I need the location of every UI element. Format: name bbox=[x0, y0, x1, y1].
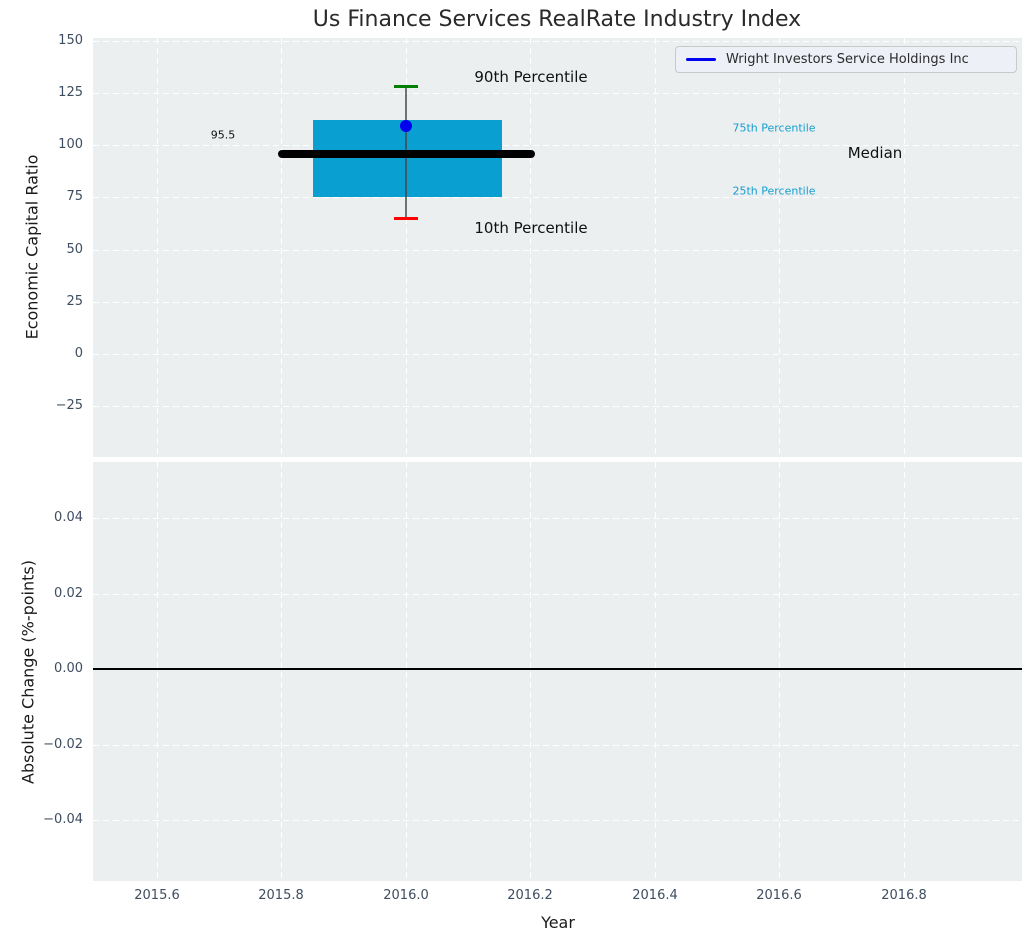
annotation-90th-percentile: 90th Percentile bbox=[474, 68, 588, 86]
median-line bbox=[278, 150, 535, 158]
gridline-vertical bbox=[904, 462, 905, 881]
xtick-label: 2016.0 bbox=[383, 888, 429, 903]
gridline-horizontal bbox=[93, 302, 1022, 303]
xtick-label: 2015.8 bbox=[258, 888, 304, 903]
percentile-box-25-75 bbox=[313, 120, 502, 197]
ytick-label: 25 bbox=[66, 294, 83, 309]
gridline-vertical bbox=[406, 38, 407, 457]
ytick-label: 0.02 bbox=[54, 586, 83, 601]
chart-title: Us Finance Services RealRate Industry In… bbox=[312, 7, 802, 32]
bottom-subplot-plot-area bbox=[93, 462, 1022, 881]
zero-reference-line bbox=[93, 668, 1022, 670]
gridline-horizontal bbox=[93, 250, 1022, 251]
gridline-horizontal bbox=[93, 93, 1022, 94]
p10-whisker-cap bbox=[394, 217, 418, 220]
gridline-vertical bbox=[655, 38, 656, 457]
gridline-horizontal bbox=[93, 518, 1022, 519]
ytick-label: −0.04 bbox=[43, 812, 83, 827]
gridline-vertical bbox=[406, 462, 407, 881]
ytick-label: 50 bbox=[66, 242, 83, 257]
xtick-label: 2016.2 bbox=[507, 888, 553, 903]
annotation-10th-percentile: 10th Percentile bbox=[474, 219, 588, 237]
ytick-label: −0.02 bbox=[43, 737, 83, 752]
xtick-label: 2016.4 bbox=[632, 888, 678, 903]
ytick-label: 0.04 bbox=[54, 510, 83, 525]
gridline-horizontal bbox=[93, 594, 1022, 595]
gridline-horizontal bbox=[93, 820, 1022, 821]
ytick-label: −25 bbox=[55, 398, 83, 413]
gridline-vertical bbox=[530, 462, 531, 881]
gridline-horizontal bbox=[93, 41, 1022, 42]
gridline-vertical bbox=[281, 462, 282, 881]
gridline-vertical bbox=[157, 38, 158, 457]
top-subplot-plot-area: 90th Percentile 10th Percentile 75th Per… bbox=[93, 38, 1022, 457]
gridline-vertical bbox=[281, 38, 282, 457]
gridline-horizontal bbox=[93, 145, 1022, 146]
legend-series-label: Wright Investors Service Holdings Inc bbox=[726, 52, 969, 67]
xtick-label: 2016.8 bbox=[881, 888, 927, 903]
annotation-75th-percentile: 75th Percentile bbox=[732, 121, 816, 135]
ytick-label: 75 bbox=[66, 189, 83, 204]
gridline-horizontal bbox=[93, 745, 1022, 746]
xtick-label: 2015.6 bbox=[134, 888, 180, 903]
p90-whisker-cap bbox=[394, 85, 418, 88]
annotation-median: Median bbox=[847, 144, 903, 162]
ytick-label: 0 bbox=[74, 346, 83, 361]
ytick-label: 125 bbox=[58, 85, 83, 100]
ytick-label: 100 bbox=[58, 137, 83, 152]
gridline-vertical bbox=[655, 462, 656, 881]
annotation-median-value: 95.5 bbox=[210, 128, 236, 142]
xtick-label: 2016.6 bbox=[756, 888, 802, 903]
gridline-vertical bbox=[530, 38, 531, 457]
bottom-y-axis-label: Absolute Change (%-points) bbox=[18, 560, 38, 784]
gridline-vertical bbox=[904, 38, 905, 457]
x-axis-label: Year bbox=[541, 913, 575, 932]
gridline-horizontal bbox=[93, 354, 1022, 355]
gridline-vertical bbox=[157, 462, 158, 881]
gridline-vertical bbox=[779, 38, 780, 457]
legend-line-swatch-icon bbox=[686, 58, 716, 61]
gridline-horizontal bbox=[93, 406, 1022, 407]
top-y-axis-label: Economic Capital Ratio bbox=[22, 154, 42, 340]
gridline-horizontal bbox=[93, 197, 1022, 198]
gridline-vertical bbox=[779, 462, 780, 881]
ytick-label: 0.00 bbox=[54, 661, 83, 676]
annotation-25th-percentile: 25th Percentile bbox=[732, 184, 816, 198]
legend: Wright Investors Service Holdings Inc bbox=[675, 46, 1017, 73]
company-data-point bbox=[400, 120, 412, 132]
ytick-label: 150 bbox=[58, 33, 83, 48]
